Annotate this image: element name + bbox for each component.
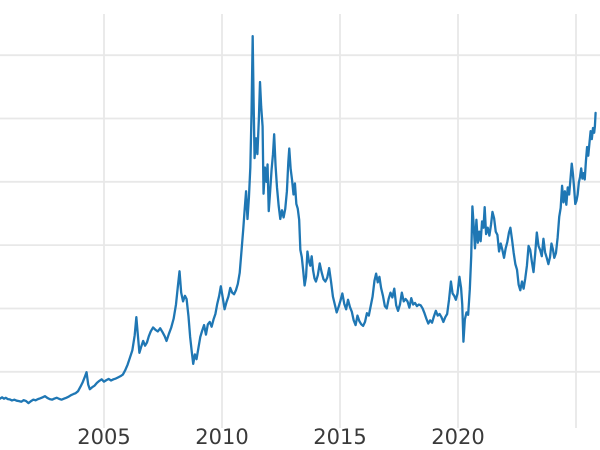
x-tick-label: 2005: [77, 425, 130, 449]
x-tick-label: 2020: [431, 425, 484, 449]
price-line-series: [0, 35, 597, 405]
x-tick-label: 2010: [195, 425, 248, 449]
x-tick-label: 2015: [313, 425, 366, 449]
